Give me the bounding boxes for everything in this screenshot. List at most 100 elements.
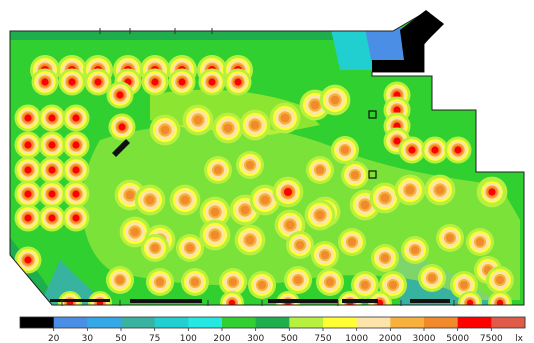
column-marker	[368, 110, 377, 119]
hotspot-ring	[431, 146, 439, 154]
legend-swatch	[289, 317, 324, 328]
diagonal-duct	[112, 139, 130, 157]
hotspot-ring	[24, 141, 32, 149]
bottom-wall-segments	[50, 299, 450, 303]
hotspot-ring	[48, 214, 56, 222]
legend-swatch	[188, 317, 223, 328]
legend-frame	[19, 316, 526, 329]
hotspot-ring	[321, 251, 329, 259]
hotspot-ring	[488, 188, 496, 196]
hotspot-ring	[72, 214, 80, 222]
hotspot-ring	[360, 200, 370, 210]
corner-duct	[372, 10, 444, 72]
hotspot-ring	[68, 78, 76, 86]
column-marker	[368, 170, 377, 179]
hotspot-ring	[210, 207, 220, 217]
hotspot-ring	[393, 137, 401, 145]
hotspot-ring	[315, 210, 325, 220]
hotspot-ring	[116, 276, 124, 284]
legend-swatch	[390, 317, 425, 328]
legend-tick-label: 50	[115, 334, 127, 343]
hotspot-ring	[454, 146, 462, 154]
hotspot-ring	[208, 78, 216, 86]
hotspot-ring	[116, 91, 124, 99]
legend-swatch	[87, 317, 122, 328]
hotspot-ring	[380, 193, 390, 203]
hotspot-ring	[160, 125, 170, 135]
hotspot-ring	[72, 166, 80, 174]
legend-tick-label: 7500	[480, 334, 503, 343]
legend-swatch	[20, 317, 55, 328]
hotspot-ring	[361, 281, 369, 289]
legend-swatch	[491, 317, 526, 328]
hotspot-ring	[180, 195, 190, 205]
hotspot-ring	[326, 278, 334, 286]
hotspot-ring	[381, 254, 389, 262]
hotspot-ring	[48, 141, 56, 149]
top-wall-notches	[99, 28, 213, 34]
hotspot-ring	[125, 190, 135, 200]
legend-swatch	[121, 317, 156, 328]
hotspot-ring	[72, 141, 80, 149]
legend-swatch	[53, 317, 88, 328]
legend-swatch	[323, 317, 358, 328]
hotspot-ring	[408, 146, 416, 154]
hotspot-ring	[48, 166, 56, 174]
legend-swatch	[154, 317, 189, 328]
hotspot-ring	[94, 78, 102, 86]
hotspot-ring	[389, 281, 397, 289]
hotspot-ring	[285, 220, 295, 230]
hotspot-ring	[72, 190, 80, 198]
hotspot-ring	[214, 166, 222, 174]
hotspot-ring	[151, 244, 159, 252]
hotspot-ring	[130, 227, 140, 237]
legend-tick-labels: 20 30 50 75 100 200 300 500 750 1000 2000 3000 5000 7…	[48, 328, 524, 343]
hotspot-ring	[240, 205, 250, 215]
legend-tick-label: 1000	[345, 334, 368, 343]
hotspot-ring	[296, 241, 304, 249]
hotspot-ring	[405, 185, 415, 195]
hotspot-ring	[411, 246, 419, 254]
legend-tick-label: 500	[281, 334, 298, 343]
hotspot-ring	[496, 276, 504, 284]
hotspot-ring	[341, 146, 349, 154]
legend-tick-label: 20	[48, 334, 60, 343]
wall-notches	[61, 300, 455, 306]
hotspot-ring	[24, 166, 32, 174]
hotspot-ring	[258, 281, 266, 289]
hotspot-ring	[428, 274, 436, 282]
hotspot-ring	[294, 276, 302, 284]
hotspot-ring	[72, 114, 80, 122]
legend-tick-label: 300	[247, 334, 264, 343]
legend-tick-label: 2000	[379, 334, 402, 343]
legend-swatch	[255, 317, 290, 328]
hotspot-ring	[460, 281, 468, 289]
legend-color-bar	[19, 316, 526, 329]
hotspot-ring	[193, 115, 203, 125]
legend-tick-label: 100	[180, 334, 197, 343]
hotspot-ring	[435, 185, 445, 195]
legend-swatch	[424, 317, 459, 328]
hotspot-ring	[393, 106, 401, 114]
hotspot-ring	[145, 195, 155, 205]
hotspot-ring	[24, 256, 32, 264]
legend-swatch	[222, 317, 257, 328]
hotspot-ring	[24, 114, 32, 122]
legend-tick-label: 30	[82, 334, 94, 343]
hotspot-ring	[223, 123, 233, 133]
hotspot-ring	[48, 190, 56, 198]
legend-swatch	[356, 317, 391, 328]
hotspot-ring	[156, 278, 164, 286]
hotspot-ring	[246, 161, 254, 169]
luminaire-hotspots	[14, 55, 514, 305]
hotspot-ring	[330, 95, 340, 105]
hotspot-ring	[24, 214, 32, 222]
legend-tick-label: 750	[314, 334, 331, 343]
hotspot-ring	[234, 78, 242, 86]
hotspot-ring	[41, 78, 49, 86]
legend-swatch	[457, 317, 492, 328]
hotspot-ring	[351, 171, 359, 179]
hotspot-ring	[229, 278, 237, 286]
